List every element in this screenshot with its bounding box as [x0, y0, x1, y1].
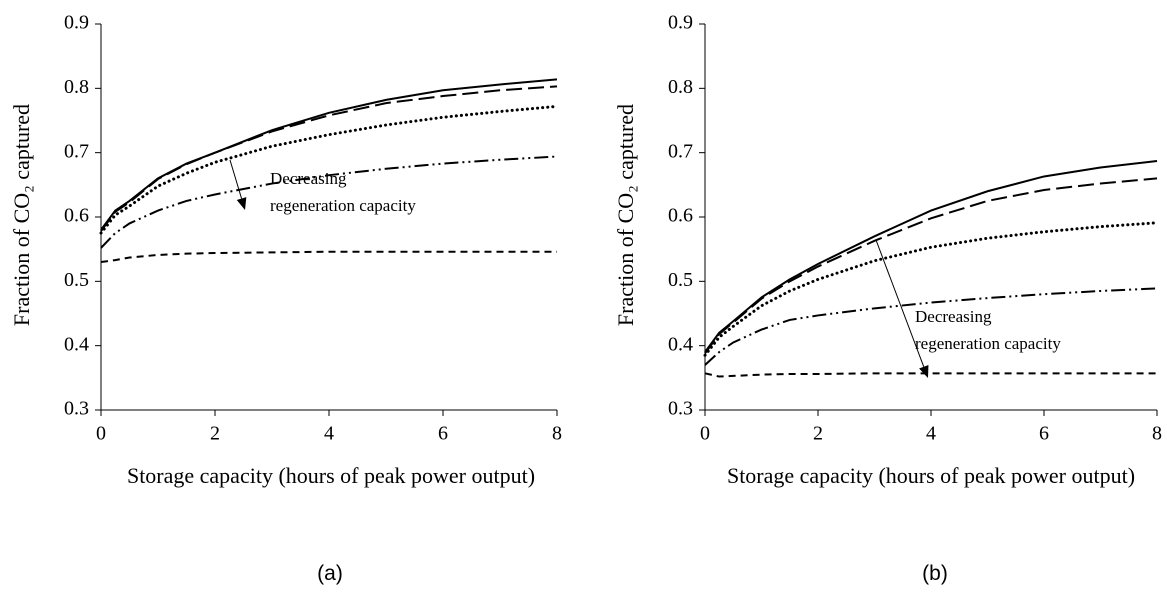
series-line — [704, 160, 1158, 353]
annotation: regeneration capacity — [915, 334, 1061, 353]
y-axis-title: Fraction of CO₂ captured — [613, 103, 638, 327]
y-tick-label: 0.3 — [64, 398, 89, 420]
y-tick-label: 0.4 — [64, 333, 89, 355]
y-tick-label: 0.5 — [64, 269, 89, 291]
y-tick-label: 0.5 — [668, 269, 693, 291]
x-tick-label: 2 — [813, 423, 823, 445]
y-tick-label: 0.8 — [64, 76, 89, 98]
annotation: Decreasing — [270, 169, 347, 188]
series-line — [100, 250, 557, 264]
series-line — [704, 287, 1158, 366]
series-line — [704, 372, 1157, 378]
annotation-arrow — [229, 159, 243, 199]
annotation-arrowhead — [919, 365, 929, 378]
x-tick-label: 2 — [210, 423, 220, 445]
y-tick-label: 0.6 — [64, 205, 89, 227]
x-tick-label: 6 — [438, 423, 448, 445]
y-tick-label: 0.6 — [668, 205, 693, 227]
series-line — [704, 177, 1158, 354]
annotation: regeneration capacity — [270, 196, 416, 215]
series-line — [99, 104, 559, 235]
x-axis-title: Storage capacity (hours of peak power ou… — [126, 463, 536, 488]
x-axis-title: Storage capacity (hours of peak power ou… — [726, 463, 1136, 488]
y-tick-label: 0.9 — [668, 12, 693, 34]
annotation-arrowhead — [236, 197, 247, 210]
x-tick-label: 4 — [926, 423, 936, 445]
series-line — [100, 78, 558, 231]
x-tick-label: 0 — [700, 423, 710, 445]
x-tick-label: 8 — [1152, 423, 1162, 445]
x-tick-label: 6 — [1039, 423, 1049, 445]
annotation-arrow — [875, 239, 925, 367]
y-tick-label: 0.9 — [64, 12, 89, 34]
y-tick-label: 0.8 — [668, 76, 693, 98]
panel-label: (b) — [922, 562, 948, 585]
y-tick-label: 0.4 — [668, 333, 693, 355]
series-line — [100, 85, 558, 232]
y-tick-label: 0.7 — [668, 140, 693, 162]
series-line — [703, 221, 1159, 357]
y-axis-title: Fraction of CO₂ captured — [9, 103, 34, 327]
x-tick-label: 0 — [96, 423, 106, 445]
annotation: Decreasing — [915, 307, 992, 326]
panel-label: (a) — [317, 562, 343, 585]
y-tick-label: 0.7 — [64, 140, 89, 162]
x-tick-label: 8 — [552, 423, 562, 445]
x-tick-label: 4 — [324, 423, 334, 445]
y-tick-label: 0.3 — [668, 398, 693, 420]
series-line — [100, 155, 558, 249]
